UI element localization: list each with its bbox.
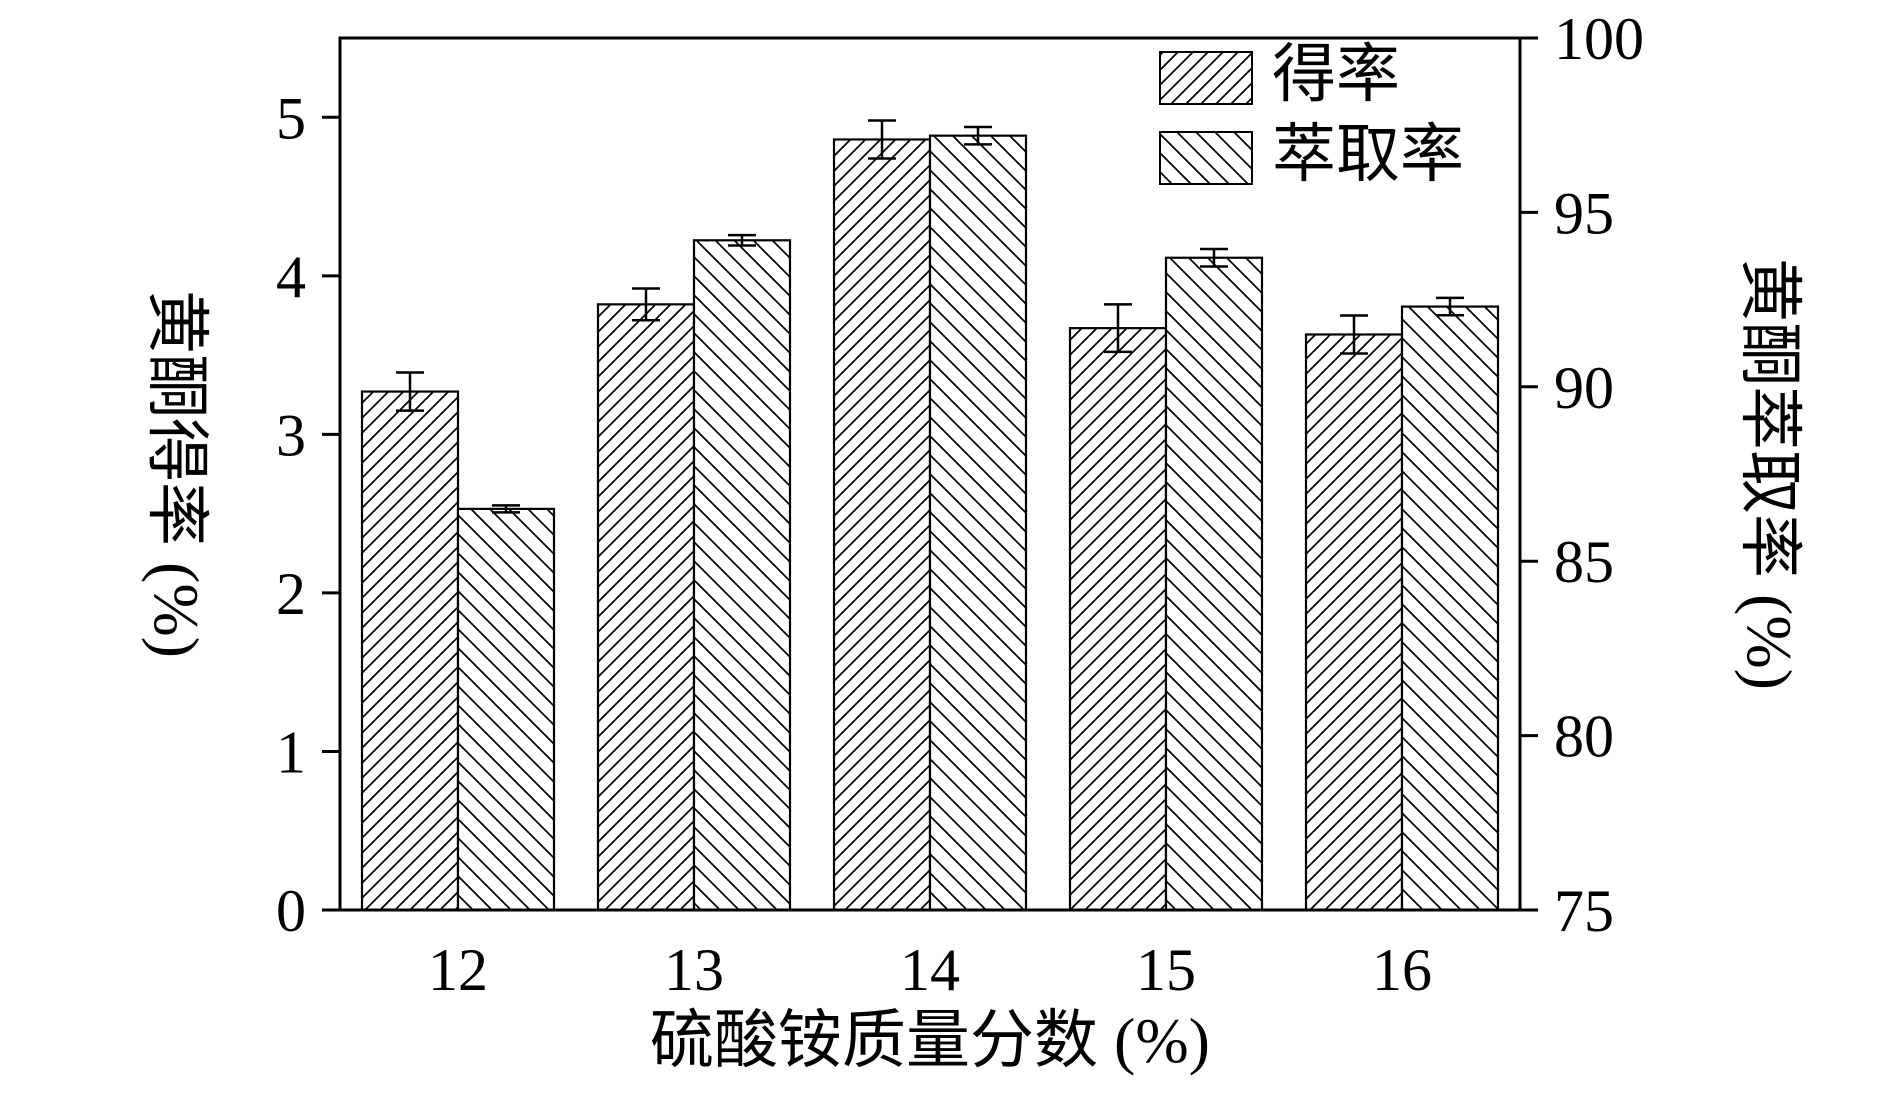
bars-group bbox=[360, 119, 1500, 912]
right-axis bbox=[1520, 36, 1538, 912]
legend-swatch-backward-hatch bbox=[1159, 131, 1253, 185]
left-axis bbox=[322, 115, 340, 912]
x-tick-label: 12 bbox=[428, 937, 488, 1003]
right-axis-title: 黄酮萃取率 (%) bbox=[1734, 258, 1805, 690]
x-tick-label: 13 bbox=[664, 937, 724, 1003]
legend bbox=[1159, 51, 1253, 185]
bar-萃取率-16 bbox=[1400, 305, 1500, 912]
bar-萃取率-13 bbox=[692, 239, 792, 912]
error-bar bbox=[396, 371, 424, 412]
bar-得率-16 bbox=[1304, 333, 1404, 912]
bar-得率-15 bbox=[1068, 327, 1168, 912]
error-bar bbox=[728, 233, 756, 247]
x-tick-label: 15 bbox=[1136, 937, 1196, 1003]
plot-frame bbox=[338, 36, 1522, 912]
right-tick-label: 75 bbox=[1554, 878, 1614, 944]
error-bar bbox=[868, 119, 896, 160]
error-bar bbox=[1104, 303, 1132, 354]
error-bar bbox=[632, 287, 660, 322]
error-bar bbox=[1200, 247, 1228, 268]
right-tick-label: 100 bbox=[1554, 6, 1644, 72]
x-tick-label: 14 bbox=[900, 937, 960, 1003]
left-tick-label: 5 bbox=[276, 85, 306, 151]
x-axis-title: 硫酸铵质量分数 (%) bbox=[650, 1005, 1210, 1076]
left-tick-label: 4 bbox=[276, 244, 306, 310]
bar-得率-14 bbox=[832, 138, 932, 912]
left-tick-label: 3 bbox=[276, 402, 306, 468]
right-tick-label: 85 bbox=[1554, 529, 1614, 595]
legend-swatch-forward-hatch bbox=[1159, 51, 1253, 105]
error-bar bbox=[1436, 296, 1464, 317]
right-tick-label: 95 bbox=[1554, 180, 1614, 246]
left-tick-label: 0 bbox=[276, 878, 306, 944]
x-tick-label: 16 bbox=[1372, 937, 1432, 1003]
error-bar bbox=[1340, 314, 1368, 355]
legend-label: 得率 bbox=[1272, 39, 1400, 110]
left-tick-label: 2 bbox=[276, 561, 306, 627]
error-bar bbox=[964, 125, 992, 146]
right-tick-label: 80 bbox=[1554, 704, 1614, 770]
bar-萃取率-15 bbox=[1164, 256, 1264, 912]
bar-萃取率-14 bbox=[928, 134, 1028, 912]
left-tick-label: 1 bbox=[276, 719, 306, 785]
legend-label: 萃取率 bbox=[1272, 119, 1464, 190]
right-tick-label: 90 bbox=[1554, 355, 1614, 421]
bar-得率-12 bbox=[360, 390, 460, 912]
error-bar bbox=[492, 504, 520, 514]
left-axis-title: 黄酮得率 (%) bbox=[141, 290, 212, 658]
bar-萃取率-12 bbox=[456, 507, 556, 912]
bar-得率-13 bbox=[596, 303, 696, 912]
